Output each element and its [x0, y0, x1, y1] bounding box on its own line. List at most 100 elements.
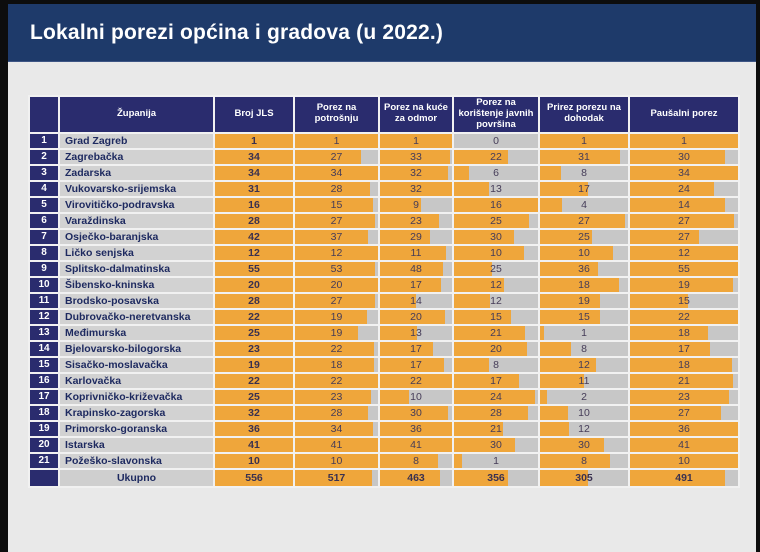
value-cell: 2: [538, 387, 630, 406]
value-label: 30: [410, 406, 422, 419]
value-label: 25: [490, 214, 502, 227]
value-bar: [216, 150, 292, 163]
value-bar: [631, 326, 708, 339]
value-label: 17: [490, 374, 502, 387]
value-cell: 30: [452, 227, 540, 246]
value-bar: [631, 246, 737, 259]
value-cell: 31: [538, 147, 630, 166]
row-number: 8: [28, 243, 60, 262]
value-cell: 8: [452, 355, 540, 374]
county-name: Grad Zagreb: [58, 131, 215, 150]
value-label: 10: [410, 390, 422, 403]
value-cell: 27: [293, 147, 380, 166]
value-cell: 19: [628, 275, 740, 294]
value-cell: 1: [378, 131, 454, 150]
county-name: Sisačko-moslavačka: [58, 355, 215, 374]
row-number: 6: [28, 211, 60, 230]
value-cell: 15: [452, 307, 540, 326]
value-bar: [541, 230, 593, 243]
value-label: 1: [493, 454, 499, 467]
value-label: 22: [330, 342, 343, 355]
value-label: 22: [490, 150, 502, 163]
value-cell: 10: [452, 243, 540, 262]
value-cell: 55: [213, 259, 295, 278]
value-bar: [296, 358, 374, 371]
value-label: 8: [413, 454, 419, 467]
table-footer: Ukupno 556 517 463 356 305 491: [28, 467, 740, 488]
value-label: 22: [330, 374, 343, 387]
value-bar: [296, 278, 377, 291]
value-cell: 18: [628, 355, 740, 374]
value-label: 6: [493, 166, 499, 179]
value-bar: [631, 294, 688, 307]
table-row: 8 Ličko senjska 12 12 11 10 10 12: [28, 243, 740, 262]
value-cell: 10: [293, 451, 380, 470]
value-cell: 11: [378, 243, 454, 262]
value-bar: [455, 278, 505, 291]
column-header-6: Paušalni porez: [628, 95, 740, 134]
value-label: 19: [248, 358, 260, 371]
value-cell: 41: [628, 435, 740, 454]
value-bar: [631, 358, 733, 371]
value-cell: 34: [293, 163, 380, 182]
row-number: 21: [28, 451, 60, 470]
value-cell: 25: [213, 387, 295, 406]
value-label: 12: [578, 358, 590, 371]
value-cell: 15: [628, 291, 740, 310]
value-bar: [381, 326, 418, 339]
value-cell: 12: [452, 291, 540, 310]
total-row: Ukupno 556 517 463 356 305 491: [28, 467, 740, 488]
row-number: 2: [28, 147, 60, 166]
value-bar: [455, 438, 516, 451]
value-label: 21: [678, 374, 690, 387]
value-bar: [216, 278, 292, 291]
value-cell: 18: [538, 275, 630, 294]
value-bar: [381, 342, 434, 355]
value-cell: 19: [213, 355, 295, 374]
value-label: 55: [248, 262, 260, 275]
value-label: 8: [581, 342, 587, 355]
value-label: 12: [248, 246, 260, 259]
value-label: 18: [578, 278, 590, 291]
value-bar: [631, 278, 733, 291]
total-value-cell: 305: [538, 467, 630, 488]
value-bar: [455, 358, 490, 371]
value-cell: 14: [378, 291, 454, 310]
value-bar: [631, 310, 737, 323]
row-number: 18: [28, 403, 60, 422]
table-row: 10 Šibensko-kninska 20 20 17 12 18 19: [28, 275, 740, 294]
value-label: 22: [248, 374, 260, 387]
row-number: 16: [28, 371, 60, 390]
value-label: 22: [410, 374, 422, 387]
value-bar: [631, 166, 737, 179]
value-cell: 29: [378, 227, 454, 246]
total-value-cell: 517: [293, 467, 380, 488]
value-cell: 22: [293, 371, 380, 390]
value-bar: [541, 390, 548, 403]
value-cell: 28: [452, 403, 540, 422]
value-cell: 23: [213, 339, 295, 358]
table-row: 2 Zagrebačka 34 27 33 22 31 30: [28, 147, 740, 166]
value-cell: 30: [378, 403, 454, 422]
total-value-cell: 356: [452, 467, 540, 488]
row-number: 17: [28, 387, 60, 406]
value-bar: [455, 310, 512, 323]
value-label: 9: [413, 198, 419, 211]
value-label: 556: [245, 471, 263, 484]
value-cell: 19: [293, 307, 380, 326]
value-label: 24: [678, 182, 690, 195]
value-bar: [216, 262, 292, 275]
value-bar: [541, 374, 584, 387]
value-cell: 20: [378, 307, 454, 326]
value-bar: [216, 390, 292, 403]
value-label: 1: [581, 326, 587, 339]
value-bar: [381, 358, 445, 371]
value-bar: [296, 246, 377, 259]
value-bar: [296, 310, 367, 323]
value-bar: [631, 182, 714, 195]
value-bar: [381, 438, 451, 451]
row-number: 4: [28, 179, 60, 198]
value-label: 29: [410, 230, 422, 243]
value-label: 517: [327, 471, 346, 484]
value-bar: [296, 150, 361, 163]
